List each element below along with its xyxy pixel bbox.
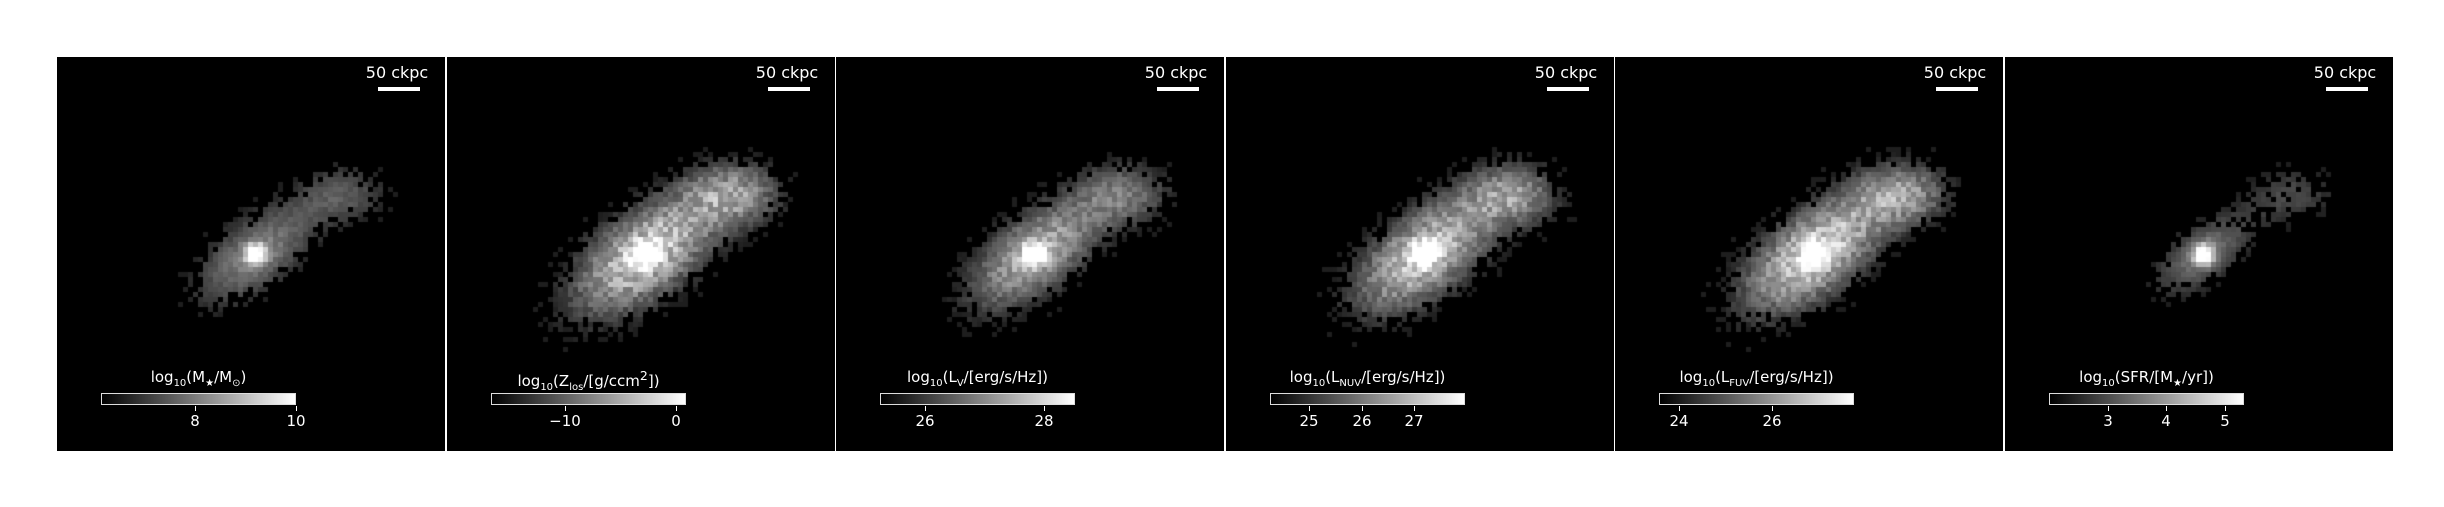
- galaxy-image: [2005, 57, 2393, 451]
- colorbar-tick-label: −10: [549, 412, 581, 430]
- colorbar-tick-label: 4: [2161, 412, 2171, 430]
- colorbar-title: log10(Zlos/[g/ccm2]): [517, 368, 660, 393]
- colorbar-tick-label: 10: [286, 412, 306, 430]
- colorbar: [101, 393, 296, 405]
- scalebar-line: [1936, 87, 1978, 91]
- colorbar-title: log10(SFR/[M★/yr]): [2079, 368, 2214, 389]
- colorbar-tick-label: 26: [915, 412, 935, 430]
- colorbar-tick: [1044, 406, 1045, 411]
- galaxy-image: [1615, 57, 2003, 451]
- colorbar-tick-label: 3: [2103, 412, 2113, 430]
- colorbar-tick-label: 8: [190, 412, 200, 430]
- scalebar-label: 50 ckpc: [1144, 63, 1208, 82]
- colorbar-tick: [676, 406, 677, 411]
- colorbar: [491, 393, 686, 405]
- scalebar-label: 50 ckpc: [365, 63, 429, 82]
- colorbar-tick: [2166, 406, 2167, 411]
- colorbar-tick: [195, 406, 196, 411]
- map-panel-3: 50 ckpc log10(LV/[erg/s/Hz]) 26 28: [836, 57, 1224, 451]
- colorbar-title: log10(LV/[erg/s/Hz]): [906, 368, 1048, 389]
- colorbar-tick-label: 26: [1762, 412, 1782, 430]
- galaxy-image: [57, 57, 445, 451]
- colorbar-tick: [925, 406, 926, 411]
- colorbar-tick: [296, 406, 297, 411]
- colorbar-title: log10(LNUV/[erg/s/Hz]): [1289, 368, 1446, 389]
- scalebar-label: 50 ckpc: [1534, 63, 1598, 82]
- colorbar: [1659, 393, 1854, 405]
- scalebar-label: 50 ckpc: [2313, 63, 2377, 82]
- colorbar-title: log10(LFUV/[erg/s/Hz]): [1679, 368, 1834, 389]
- colorbar: [880, 393, 1075, 405]
- colorbar-tick-label: 26: [1352, 412, 1372, 430]
- map-panel-4: 50 ckpc log10(LNUV/[erg/s/Hz]) 25 26 27: [1226, 57, 1614, 451]
- map-panel-2: 50 ckpc log10(Zlos/[g/ccm2]) −10 0: [447, 57, 835, 451]
- galaxy-map-figure: 50 ckpc log10(M★/M⊙) 8 10 50 ckpc log10(Zlos/…: [57, 57, 2393, 451]
- map-panel-1: 50 ckpc log10(M★/M⊙) 8 10: [57, 57, 445, 451]
- scalebar-line: [1547, 87, 1589, 91]
- scalebar-line: [378, 87, 420, 91]
- colorbar-tick: [2108, 406, 2109, 411]
- colorbar-tick-label: 24: [1669, 412, 1689, 430]
- colorbar-tick: [1362, 406, 1363, 411]
- colorbar-tick: [1309, 406, 1310, 411]
- colorbar-tick: [1414, 406, 1415, 411]
- colorbar-tick-label: 28: [1034, 412, 1054, 430]
- colorbar-tick: [1772, 406, 1773, 411]
- colorbar-tick: [1679, 406, 1680, 411]
- scalebar-line: [2326, 87, 2368, 91]
- map-panel-5: 50 ckpc log10(LFUV/[erg/s/Hz]) 24 26: [1615, 57, 2003, 451]
- colorbar-title: log10(M★/M⊙): [150, 368, 247, 389]
- colorbar: [2049, 393, 2244, 405]
- galaxy-image: [1226, 57, 1614, 451]
- colorbar-tick-label: 25: [1299, 412, 1319, 430]
- colorbar-tick: [2225, 406, 2226, 411]
- scalebar-label: 50 ckpc: [755, 63, 819, 82]
- colorbar-tick-label: 0: [671, 412, 681, 430]
- map-panel-6: 50 ckpc log10(SFR/[M★/yr]) 3 4 5: [2005, 57, 2393, 451]
- galaxy-image: [447, 57, 835, 451]
- colorbar: [1270, 393, 1465, 405]
- galaxy-image: [836, 57, 1224, 451]
- colorbar-tick: [565, 406, 566, 411]
- scalebar-line: [768, 87, 810, 91]
- scalebar-label: 50 ckpc: [1923, 63, 1987, 82]
- colorbar-tick-label: 5: [2220, 412, 2230, 430]
- colorbar-tick-label: 27: [1404, 412, 1424, 430]
- scalebar-line: [1157, 87, 1199, 91]
